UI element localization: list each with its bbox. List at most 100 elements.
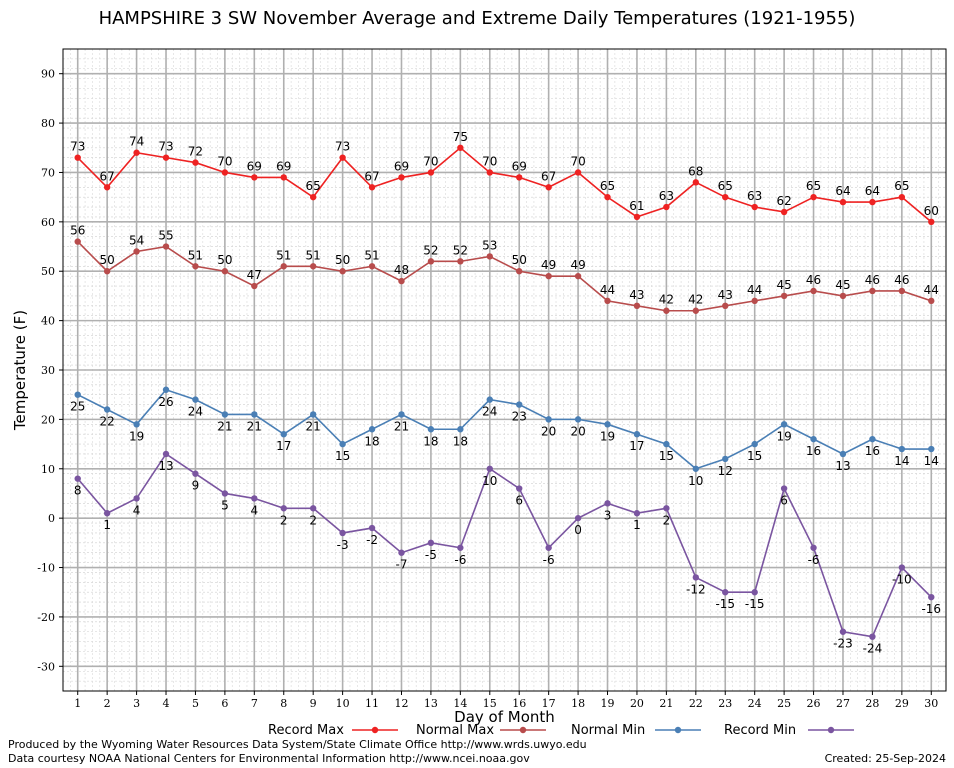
normal-min-point (427, 426, 435, 433)
normal-max-data-label: 48 (394, 263, 409, 277)
x-tick-label: 25 (777, 697, 791, 710)
record-max-point (604, 193, 611, 201)
record-max-data-label: 73 (335, 140, 350, 154)
record-max-point (545, 184, 552, 191)
normal-max-point (516, 268, 523, 275)
normal-max-data-label: 51 (364, 248, 379, 262)
normal-max-point (133, 248, 140, 255)
record-max-point (839, 198, 847, 206)
record-min-data-label: 6 (515, 494, 523, 508)
normal-max-data-label: 51 (188, 248, 203, 262)
record-min-point (604, 500, 611, 507)
normal-min-point (898, 445, 906, 453)
footer-credit-data: Data courtesy NOAA National Centers for … (8, 752, 530, 765)
normal-min-point (221, 411, 229, 418)
record-max-point (780, 208, 788, 216)
normal-max-data-label: 46 (865, 273, 880, 287)
record-min-point (780, 485, 788, 492)
normal-max-point (427, 258, 435, 265)
record-min-point (457, 544, 464, 551)
normal-min-point (869, 435, 876, 443)
x-tick-label: 26 (807, 697, 821, 710)
normal-min-data-label: 19 (776, 429, 791, 443)
x-tick-label: 11 (365, 697, 379, 710)
record-max-point (368, 184, 376, 191)
normal-max-data-label: 43 (718, 288, 733, 302)
normal-max-data-label: 49 (541, 258, 556, 272)
record-min-point (633, 510, 641, 517)
normal-max-point (398, 277, 405, 285)
normal-min-data-label: 15 (747, 449, 762, 463)
normal-min-data-label: 15 (659, 449, 674, 463)
record-min-data-label: -15 (745, 597, 765, 611)
y-tick-label: 70 (41, 166, 55, 179)
normal-max-data-label: 55 (158, 229, 173, 243)
x-axis-title: Day of Month (454, 708, 555, 726)
normal-max-point (869, 287, 876, 295)
normal-max-data-label: 43 (629, 288, 644, 302)
normal-min-point (928, 445, 935, 453)
normal-max-data-label: 49 (570, 258, 585, 272)
record-max-point (221, 169, 229, 176)
normal-max-point (486, 253, 493, 260)
normal-max-point (545, 272, 552, 280)
record-max-point (74, 154, 81, 161)
legend-label-normal-max: Normal Max (416, 723, 494, 738)
record-max-point (751, 203, 758, 211)
normal-max-data-label: 50 (100, 253, 115, 267)
normal-min-point (839, 450, 847, 458)
record-min-data-label: -5 (425, 548, 437, 562)
record-max-data-label: 70 (482, 154, 497, 168)
normal-min-data-label: 21 (306, 419, 321, 433)
normal-max-data-label: 52 (423, 243, 438, 257)
record-min-data-label: 3 (604, 508, 612, 522)
normal-max-point (457, 258, 464, 265)
record-min-point (869, 633, 876, 640)
record-min-point (663, 505, 670, 512)
normal-min-data-label: 18 (364, 434, 379, 448)
normal-max-data-label: 50 (512, 253, 527, 267)
x-tick-label: 22 (689, 697, 703, 710)
x-tick-label: 7 (251, 697, 258, 710)
record-min-data-label: -6 (454, 553, 466, 567)
record-min-data-label: -23 (833, 637, 853, 651)
record-min-data-label: 4 (250, 503, 258, 517)
normal-min-data-label: 20 (570, 424, 585, 438)
normal-max-data-label: 46 (806, 273, 821, 287)
record-min-data-label: 5 (221, 498, 229, 512)
record-max-point (810, 193, 817, 201)
record-min-point (309, 505, 317, 512)
major-grid (63, 49, 946, 691)
normal-max-point (574, 272, 582, 280)
record-min-data-label: 9 (192, 479, 200, 493)
x-tick-label: 3 (133, 697, 140, 710)
record-max-data-label: 73 (70, 140, 85, 154)
footer-created-date: Created: 25-Sep-2024 (824, 752, 946, 765)
record-max-data-label: 64 (835, 184, 850, 198)
y-tick-label: 20 (41, 413, 55, 426)
record-max-data-label: 73 (158, 140, 173, 154)
record-min-point (74, 475, 81, 482)
normal-max-data-label: 54 (129, 233, 144, 247)
x-tick-label: 4 (163, 697, 170, 710)
record-min-point (427, 539, 435, 547)
record-max-data-label: 61 (629, 199, 644, 213)
normal-min-point (457, 426, 464, 433)
series-layer (74, 144, 935, 640)
record-min-data-label: 10 (482, 474, 497, 488)
record-min-data-label: -7 (395, 558, 407, 572)
normal-min-data-label: 14 (924, 454, 939, 468)
record-max-point (192, 159, 199, 166)
record-min-data-label: 13 (158, 459, 173, 473)
normal-max-line (77, 241, 932, 312)
record-max-point (398, 174, 405, 181)
normal-min-point (604, 421, 611, 428)
y-tick-label: 90 (41, 68, 55, 81)
normal-min-point (545, 416, 552, 423)
normal-min-point (280, 431, 287, 438)
y-tick-label: 80 (41, 117, 55, 130)
normal-min-point (251, 411, 258, 418)
normal-min-data-label: 24 (482, 405, 497, 419)
normal-min-point (339, 440, 346, 448)
